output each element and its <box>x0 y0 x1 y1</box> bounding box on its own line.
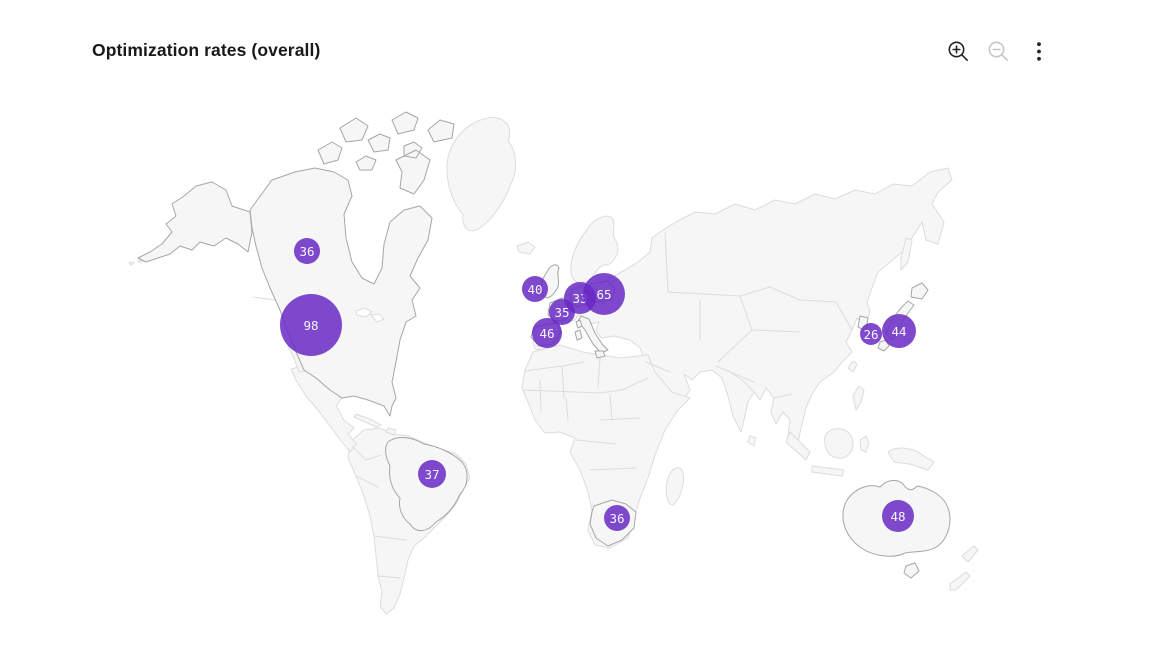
country-japan-hokkaido[interactable] <box>910 282 929 300</box>
bubble-value-label: 98 <box>303 318 318 333</box>
map-bubble-south-korea[interactable]: 26 <box>860 323 882 345</box>
bubble-value-label: 36 <box>299 244 314 259</box>
country-new-zealand-north <box>961 545 979 563</box>
zoom-in-button[interactable] <box>945 38 972 65</box>
island-sicily <box>594 350 606 359</box>
bubble-value-label: 46 <box>539 326 554 341</box>
map-bubble-spain[interactable]: 46 <box>532 318 562 348</box>
overflow-menu-icon <box>1036 41 1041 61</box>
zoom-out-icon <box>988 41 1009 62</box>
overflow-menu-button[interactable] <box>1025 38 1052 65</box>
arctic-islands <box>317 111 455 195</box>
bubble-value-label: 40 <box>527 282 542 297</box>
island-sardinia <box>574 329 583 341</box>
zoom-in-icon <box>948 41 969 62</box>
map-bubble-brazil[interactable]: 37 <box>418 460 446 488</box>
island-sulawesi <box>859 435 870 453</box>
country-new-zealand-south <box>949 571 971 591</box>
bubble-value-label: 44 <box>891 324 906 339</box>
island-tasmania <box>903 562 920 579</box>
country-madagascar <box>665 467 684 506</box>
island-sakhalin <box>900 237 913 271</box>
region-scandinavia <box>570 215 619 284</box>
island-sumatra <box>785 431 811 461</box>
bubble-value-label: 65 <box>596 287 611 302</box>
map-bubble-canada[interactable]: 36 <box>294 238 320 264</box>
zoom-out-button[interactable] <box>985 38 1012 65</box>
island-borneo <box>824 428 854 459</box>
island-philippines <box>852 385 865 411</box>
country-greenland <box>446 117 516 232</box>
chart-header: Optimization rates (overall) <box>0 0 1152 80</box>
bubble-value-label: 26 <box>863 327 878 342</box>
bubble-value-label: 35 <box>554 305 569 320</box>
island-hispaniola <box>385 427 397 436</box>
map-bubble-japan[interactable]: 44 <box>882 314 916 348</box>
island-taiwan <box>847 360 858 373</box>
map-bubble-south-africa[interactable]: 36 <box>604 505 630 531</box>
map-toolbar <box>945 38 1052 65</box>
map-bubble-australia[interactable]: 48 <box>882 500 914 532</box>
country-iceland <box>516 241 536 255</box>
map-bubble-poland[interactable]: 65 <box>583 273 625 315</box>
island-cuba <box>353 413 382 428</box>
region-alaska[interactable] <box>137 181 253 263</box>
country-united-states-canada[interactable] <box>249 167 433 417</box>
map-bubble-united-states[interactable]: 98 <box>280 294 342 356</box>
lake-huron <box>370 313 385 323</box>
map-bubble-united-kingdom[interactable]: 40 <box>522 276 548 302</box>
island-new-guinea <box>887 447 935 471</box>
island-sri-lanka <box>747 435 757 447</box>
island-java <box>811 465 845 477</box>
chart-title: Optimization rates (overall) <box>92 40 321 60</box>
bubble-value-label: 37 <box>424 467 439 482</box>
map-light-landmasses <box>128 117 979 615</box>
island-corsica <box>575 319 583 329</box>
map-bubble-france[interactable]: 35 <box>549 299 575 325</box>
bubble-value-label: 36 <box>609 511 624 526</box>
lake-superior <box>355 307 373 318</box>
bubble-value-label: 48 <box>890 509 905 524</box>
region-eurasia <box>532 167 953 449</box>
